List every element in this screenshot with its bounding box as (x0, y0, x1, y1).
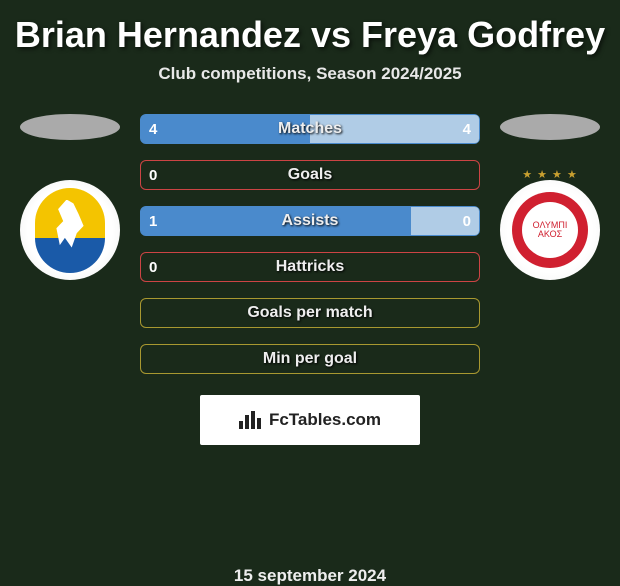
stat-value-left: 0 (149, 167, 157, 184)
subtitle: Club competitions, Season 2024/2025 (0, 64, 620, 84)
stat-row-matches: Matches4 4 (140, 114, 480, 144)
page-title: Brian Hernandez vs Freya Godfrey (0, 0, 620, 64)
stat-value-right: 4 (463, 121, 471, 138)
match-date: 15 september 2024 (0, 566, 620, 586)
stat-value-left: 0 (149, 259, 157, 276)
chart-icon (239, 411, 263, 429)
stat-row-goals: Goals0 (140, 160, 480, 190)
stat-row-assists: Assists1 0 (140, 206, 480, 236)
watermark-text: FcTables.com (269, 410, 381, 430)
stat-row-min-per-goal: Min per goal (140, 344, 480, 374)
stars-icon: ★ ★ ★ ★ (522, 168, 578, 181)
watermark: FcTables.com (200, 395, 420, 445)
stat-label: Hattricks (141, 258, 479, 276)
player-left-area (10, 114, 130, 280)
stat-rows: Matches44Goals0Assists10Hattricks0Goals … (140, 114, 480, 390)
player-right-shadow (500, 114, 600, 140)
stat-label: Matches (141, 120, 479, 138)
stat-value-right: 0 (463, 213, 471, 230)
panetolikos-badge (20, 180, 120, 280)
player-right-area: ★ ★ ★ ★ ΟΛΥΜΠΙΑΚΟΣ (490, 114, 610, 280)
stat-value-left: 1 (149, 213, 157, 230)
stat-label: Min per goal (141, 350, 479, 368)
olympiacos-badge: ★ ★ ★ ★ ΟΛΥΜΠΙΑΚΟΣ (500, 180, 600, 280)
player-left-shadow (20, 114, 120, 140)
stat-row-hattricks: Hattricks0 (140, 252, 480, 282)
stat-row-goals-per-match: Goals per match (140, 298, 480, 328)
stat-label: Goals per match (141, 304, 479, 322)
stat-label: Goals (141, 166, 479, 184)
stat-label: Assists (141, 212, 479, 230)
stat-value-left: 4 (149, 121, 157, 138)
